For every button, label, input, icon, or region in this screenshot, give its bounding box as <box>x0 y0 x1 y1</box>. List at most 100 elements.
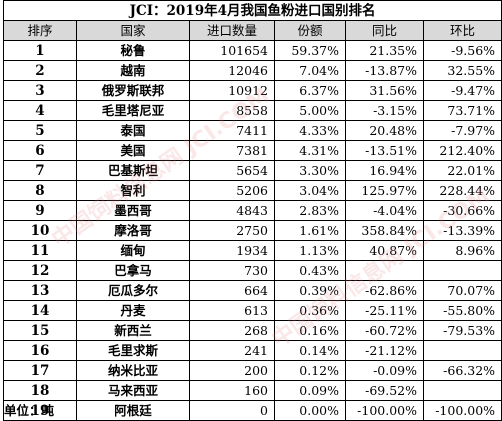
rank-cell: 11 <box>3 240 77 261</box>
share-cell: 0.14% <box>274 340 346 361</box>
rank-cell: 15 <box>3 320 77 341</box>
table-row: 1 秘鲁 101654 59.37% 21.35% -9.56% <box>3 40 502 61</box>
quantity-cell: 101654 <box>189 40 275 61</box>
country-cell: 俄罗斯联邦 <box>76 80 190 101</box>
quantity-cell: 7411 <box>189 120 275 141</box>
country-cell: 纳米比亚 <box>76 360 190 381</box>
country-cell: 毛里塔尼亚 <box>76 100 190 121</box>
country-cell: 墨西哥 <box>76 200 190 221</box>
rank-cell: 10 <box>3 220 77 241</box>
table-row: 16 毛里求斯 241 0.14% -21.12% <box>3 340 502 361</box>
table-row: 14 丹麦 613 0.36% -25.11% -55.80% <box>3 300 502 321</box>
rank-cell: 4 <box>3 100 77 121</box>
mom-cell: 73.71% <box>422 100 502 121</box>
share-cell: 3.30% <box>274 160 346 181</box>
mom-cell: -100.00% <box>422 400 502 421</box>
rank-cell: 6 <box>3 140 77 161</box>
yoy-cell: 358.84% <box>345 220 424 241</box>
country-cell: 阿根廷 <box>76 400 190 421</box>
quantity-cell: 1934 <box>189 240 275 261</box>
table-row: 7 巴基斯坦 5654 3.30% 16.94% 22.01% <box>3 160 502 181</box>
share-cell: 0.39% <box>274 280 346 301</box>
share-cell: 0.09% <box>274 380 346 401</box>
country-cell: 泰国 <box>76 120 190 141</box>
share-cell: 2.83% <box>274 200 346 221</box>
share-cell: 0.12% <box>274 360 346 381</box>
quantity-cell: 8558 <box>189 100 275 121</box>
country-cell: 摩洛哥 <box>76 220 190 241</box>
mom-cell: -13.39% <box>422 220 502 241</box>
quantity-cell: 241 <box>189 340 275 361</box>
quantity-cell: 160 <box>189 380 275 401</box>
country-cell: 新西兰 <box>76 320 190 341</box>
yoy-cell: 16.94% <box>345 160 424 181</box>
country-cell: 缅甸 <box>76 240 190 261</box>
header-mom: 环比 <box>422 20 502 41</box>
yoy-cell: 21.35% <box>345 40 424 61</box>
table-row: 18 马来西亚 160 0.09% -69.52% <box>3 380 502 401</box>
rank-cell: 17 <box>3 360 77 381</box>
share-cell: 4.31% <box>274 140 346 161</box>
share-cell: 59.37% <box>274 40 346 61</box>
quantity-cell: 2750 <box>189 220 275 241</box>
table-title: JCI：2019年4月我国鱼粉进口国别排名 <box>2 0 502 21</box>
yoy-cell: -0.09% <box>345 360 424 381</box>
mom-cell: -55.80% <box>422 300 502 321</box>
quantity-cell: 12046 <box>189 60 275 81</box>
yoy-cell: -69.52% <box>345 380 424 401</box>
country-cell: 巴拿马 <box>76 260 190 281</box>
rank-cell: 13 <box>3 280 77 301</box>
table-row: 10 摩洛哥 2750 1.61% 358.84% -13.39% <box>3 220 502 241</box>
header-row: 排序 国家 进口数量 份额 同比 环比 <box>3 20 502 41</box>
mom-cell: 212.40% <box>422 140 502 161</box>
yoy-cell: 31.56% <box>345 80 424 101</box>
country-cell: 越南 <box>76 60 190 81</box>
quantity-cell: 613 <box>189 300 275 321</box>
table-row: 6 美国 7381 4.31% -13.51% 212.40% <box>3 140 502 161</box>
share-cell: 6.37% <box>274 80 346 101</box>
yoy-cell: -13.51% <box>345 140 424 161</box>
share-cell: 3.04% <box>274 180 346 201</box>
share-cell: 1.61% <box>274 220 346 241</box>
share-cell: 0.00% <box>274 400 346 421</box>
table-row: 13 厄瓜多尔 664 0.39% -62.86% 70.07% <box>3 280 502 301</box>
rank-cell: 5 <box>3 120 77 141</box>
share-cell: 7.04% <box>274 60 346 81</box>
yoy-cell: 125.97% <box>345 180 424 201</box>
mom-cell: 32.55% <box>422 60 502 81</box>
quantity-cell: 10912 <box>189 80 275 101</box>
yoy-cell: -60.72% <box>345 320 424 341</box>
header-yoy: 同比 <box>345 20 424 41</box>
rank-cell: 7 <box>3 160 77 181</box>
share-cell: 1.13% <box>274 240 346 261</box>
share-cell: 0.36% <box>274 300 346 321</box>
quantity-cell: 7381 <box>189 140 275 161</box>
unit-label: 单位：吨 <box>4 403 55 418</box>
header-country: 国家 <box>76 20 190 41</box>
table-row: 15 新西兰 268 0.16% -60.72% -79.53% <box>3 320 502 341</box>
mom-cell <box>422 340 502 361</box>
rank-cell: 16 <box>3 340 77 361</box>
mom-cell: 8.96% <box>422 240 502 261</box>
table-row: 9 墨西哥 4843 2.83% -4.04% -30.66% <box>3 200 502 221</box>
quantity-cell: 664 <box>189 280 275 301</box>
header-share: 份额 <box>274 20 346 41</box>
mom-cell <box>422 380 502 401</box>
rank-cell: 9 <box>3 200 77 221</box>
rank-cell: 18 <box>3 380 77 401</box>
country-cell: 马来西亚 <box>76 380 190 401</box>
mom-cell: 228.44% <box>422 180 502 201</box>
mom-cell: -66.32% <box>422 360 502 381</box>
mom-cell: -7.97% <box>422 120 502 141</box>
quantity-cell: 730 <box>189 260 275 281</box>
country-cell: 智利 <box>76 180 190 201</box>
country-cell: 秘鲁 <box>76 40 190 61</box>
country-cell: 美国 <box>76 140 190 161</box>
quantity-cell: 5654 <box>189 160 275 181</box>
mom-cell: 22.01% <box>422 160 502 181</box>
yoy-cell: -25.11% <box>345 300 424 321</box>
yoy-cell: -21.12% <box>345 340 424 361</box>
header-quantity: 进口数量 <box>189 20 275 41</box>
yoy-cell: -4.04% <box>345 200 424 221</box>
